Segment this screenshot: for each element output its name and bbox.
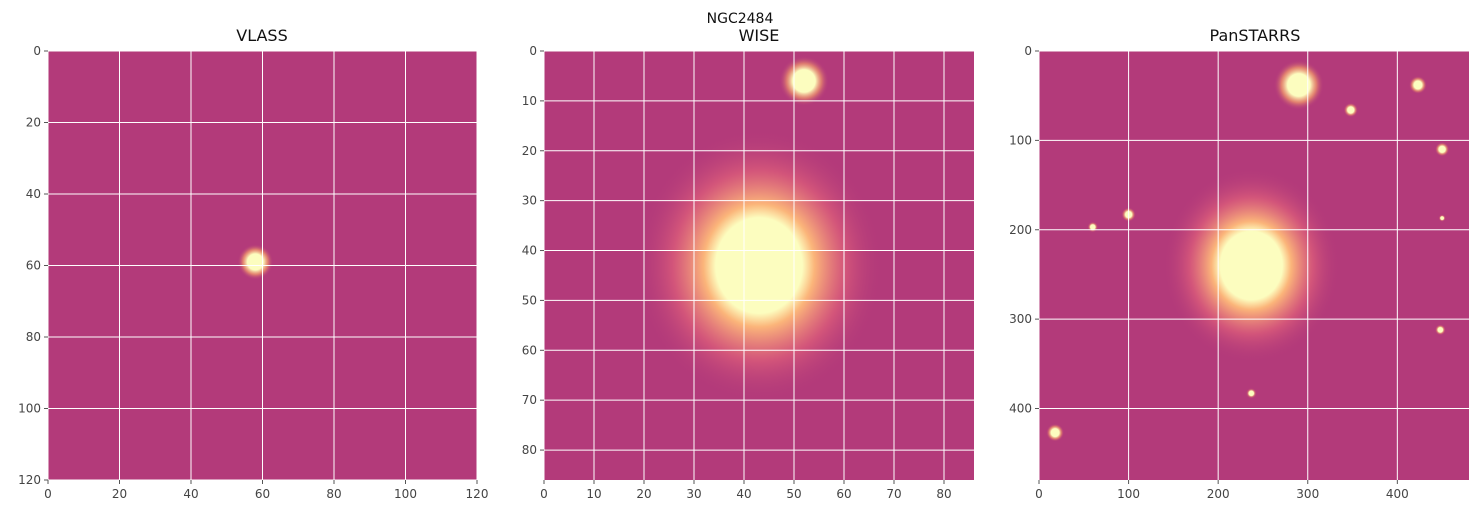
panel-title-wise: WISE: [739, 26, 780, 45]
y-tick-label: 60: [522, 343, 537, 357]
source-star: [1046, 423, 1065, 442]
y-tick-label: 120: [18, 473, 41, 487]
x-tick-label: 20: [112, 487, 127, 501]
x-tick-label: 0: [1035, 487, 1043, 501]
x-tick-label: 300: [1296, 487, 1319, 501]
x-tick-label: 10: [586, 487, 601, 501]
x-tick-label: 200: [1207, 487, 1230, 501]
x-tick-label: 100: [1117, 487, 1140, 501]
x-tick-label: 30: [686, 487, 701, 501]
x-tick-label: 0: [44, 487, 52, 501]
image-0: [48, 51, 477, 480]
y-tick-label: 300: [1009, 312, 1032, 326]
source-bright-star: [1273, 59, 1324, 111]
source-star: [1245, 387, 1257, 399]
x-tick-label: 0: [540, 487, 548, 501]
source-host-galaxy: [635, 129, 883, 402]
y-tick-label: 0: [1024, 44, 1032, 58]
source-star: [1438, 214, 1446, 222]
source-point-source: [779, 55, 829, 106]
x-tick-label: 400: [1386, 487, 1409, 501]
y-tick-label: 20: [26, 116, 41, 130]
y-tick-label: 0: [529, 44, 537, 58]
x-tick-label: 70: [886, 487, 901, 501]
y-tick-label: 10: [522, 94, 537, 108]
y-tick-label: 70: [522, 393, 537, 407]
panel-title-panstarrs: PanSTARRS: [1210, 26, 1301, 45]
x-tick-label: 80: [936, 487, 951, 501]
x-tick-label: 40: [183, 487, 198, 501]
x-tick-label: 50: [786, 487, 801, 501]
y-tick-label: 30: [522, 194, 537, 208]
y-tick-label: 100: [1009, 133, 1032, 147]
x-tick-label: 80: [326, 487, 341, 501]
y-tick-label: 80: [522, 443, 537, 457]
source-star: [1408, 76, 1427, 94]
source-host-galaxy: [1162, 167, 1340, 364]
source-compact-radio-core: [237, 244, 274, 280]
y-tick-label: 0: [33, 44, 41, 58]
source-star: [1343, 102, 1358, 118]
panel-wise: WISE 0 10 20 30 40 50 60 70 80 0 10 20 30 40 50 60 70 80: [522, 26, 974, 501]
y-tick-label: 40: [522, 244, 537, 258]
source-star: [1434, 324, 1446, 336]
source-star: [1434, 142, 1450, 157]
image-1: [544, 51, 974, 480]
panel-panstarrs: PanSTARRS 0 100 200 300 400 0 100 200 300 400: [1009, 26, 1469, 501]
y-tick-label: 400: [1009, 402, 1032, 416]
source-star: [1087, 221, 1099, 233]
figure-suptitle: NGC2484: [707, 11, 774, 27]
x-tick-label: 60: [255, 487, 270, 501]
y-tick-label: 50: [522, 293, 537, 307]
panel-title-vlass: VLASS: [236, 26, 287, 45]
x-tick-label: 120: [466, 487, 489, 501]
y-tick-label: 80: [26, 330, 41, 344]
image-2: [1039, 51, 1469, 480]
x-tick-label: 40: [736, 487, 751, 501]
x-tick-label: 100: [394, 487, 417, 501]
y-tick-label: 100: [18, 402, 41, 416]
y-tick-label: 60: [26, 259, 41, 273]
y-tick-label: 20: [522, 144, 537, 158]
y-tick-label: 40: [26, 187, 41, 201]
x-tick-label: 20: [636, 487, 651, 501]
x-tick-label: 60: [836, 487, 851, 501]
y-tick-label: 200: [1009, 223, 1032, 237]
